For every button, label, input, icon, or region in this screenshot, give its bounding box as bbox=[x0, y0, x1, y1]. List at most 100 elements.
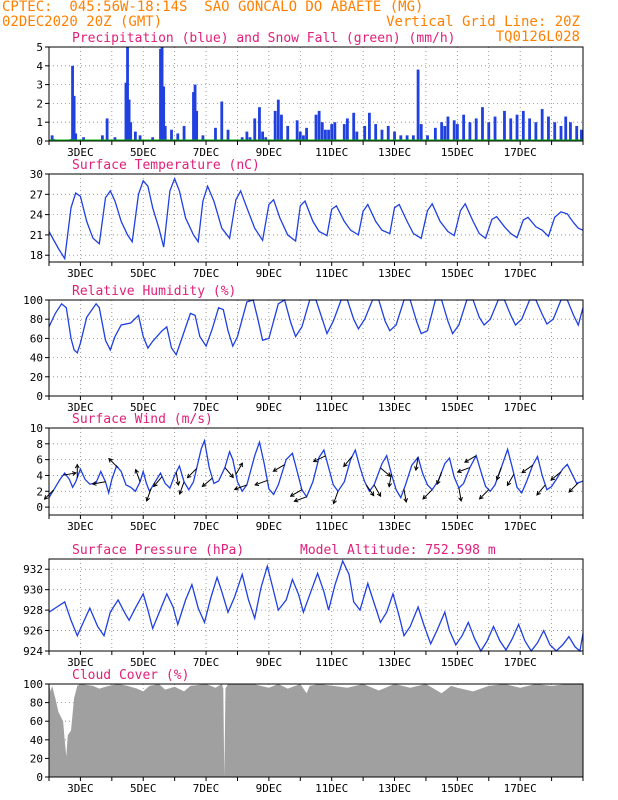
precip-bar bbox=[426, 135, 429, 141]
precip-bar bbox=[258, 107, 261, 141]
precip-bar bbox=[71, 65, 74, 141]
y-tick-label: 2 bbox=[36, 485, 43, 498]
wind-arrow-head bbox=[272, 467, 278, 472]
wind-arrow-head bbox=[332, 499, 337, 505]
precip-bar bbox=[411, 135, 415, 141]
wind-arrow bbox=[521, 464, 534, 474]
x-tick-label: 7DEC bbox=[193, 146, 220, 159]
x-tick-label: 13DEC bbox=[378, 782, 411, 795]
wind-arrow bbox=[415, 457, 419, 471]
wind-arrow-head bbox=[506, 481, 512, 487]
y-tick-label: 5 bbox=[36, 41, 43, 54]
panel-title: Surface Wind (m/s) bbox=[72, 412, 213, 427]
precip-bar bbox=[386, 125, 390, 141]
precip-bar bbox=[151, 137, 155, 141]
wind-arrow bbox=[464, 455, 477, 463]
wind-arrow-head bbox=[387, 482, 393, 488]
x-tick-label: 17DEC bbox=[504, 656, 537, 669]
x-tick-label: 3DEC bbox=[67, 656, 94, 669]
series-line bbox=[48, 298, 584, 357]
precip-bar bbox=[245, 131, 249, 141]
wind-arrow bbox=[343, 456, 353, 467]
precip-bar bbox=[553, 122, 557, 141]
wind-arrow-head bbox=[550, 476, 556, 481]
precip-bar bbox=[133, 131, 137, 141]
precip-bar bbox=[280, 114, 283, 141]
wind-arrow-head bbox=[521, 468, 527, 474]
precip-bar bbox=[346, 118, 349, 141]
x-tick-label: 9DEC bbox=[256, 520, 283, 533]
x-tick-label: 13DEC bbox=[378, 267, 411, 280]
precip-bar bbox=[575, 125, 579, 141]
precip-bar bbox=[569, 122, 572, 141]
precip-bar bbox=[452, 120, 456, 141]
series-line bbox=[48, 438, 584, 500]
wind-arrow bbox=[254, 479, 268, 486]
precip-bar bbox=[443, 125, 447, 141]
y-tick-label: 924 bbox=[23, 645, 43, 658]
wind-arrow-head bbox=[91, 481, 97, 486]
precip-bar bbox=[440, 122, 444, 141]
wind-arrow-head bbox=[153, 482, 158, 488]
precip-bar bbox=[380, 129, 384, 141]
panel-frame bbox=[48, 46, 584, 142]
precip-bar bbox=[195, 110, 199, 141]
wind-arrow bbox=[436, 471, 443, 485]
wind-arrow bbox=[63, 472, 77, 476]
precip-bar bbox=[248, 137, 252, 141]
precip-bar bbox=[374, 124, 378, 141]
wind-arrow bbox=[422, 489, 433, 500]
wind-arrow-head bbox=[343, 462, 348, 468]
precip-bar bbox=[82, 137, 85, 141]
x-tick-label: 7DEC bbox=[193, 520, 220, 533]
x-tick-label: 15DEC bbox=[441, 656, 474, 669]
cloud-area bbox=[49, 684, 583, 777]
wind-arrow-head bbox=[369, 491, 375, 497]
x-tick-label: 5DEC bbox=[130, 782, 157, 795]
x-tick-label: 3DEC bbox=[67, 267, 94, 280]
wind-arrow-head bbox=[376, 492, 382, 498]
precip-bar bbox=[363, 125, 367, 141]
precip-bar bbox=[113, 137, 117, 141]
panel-annotation: Model Altitude: 752.598 m bbox=[300, 543, 496, 558]
x-tick-label: 3DEC bbox=[67, 782, 94, 795]
precip-bar bbox=[509, 118, 513, 141]
precip-bar bbox=[298, 131, 302, 141]
precip-bar bbox=[333, 122, 337, 141]
x-tick-label: 11DEC bbox=[315, 146, 348, 159]
y-tick-label: 932 bbox=[23, 563, 43, 576]
panel-title: Relative Humidity (%) bbox=[72, 284, 236, 299]
precip-bar bbox=[399, 135, 403, 141]
wind-arrow-head bbox=[254, 481, 260, 487]
precip-bar bbox=[201, 135, 205, 141]
x-tick-label: 17DEC bbox=[504, 267, 537, 280]
x-tick-label: 11DEC bbox=[315, 656, 348, 669]
precip-bar bbox=[72, 95, 76, 141]
precip-bar bbox=[305, 127, 308, 141]
x-tick-label: 3DEC bbox=[67, 520, 94, 533]
wind-arrow-head bbox=[145, 496, 150, 502]
y-tick-label: 18 bbox=[30, 249, 43, 262]
x-tick-label: 17DEC bbox=[504, 520, 537, 533]
x-tick-label: 9DEC bbox=[256, 782, 283, 795]
precip-bar bbox=[264, 137, 268, 141]
precip-bar bbox=[162, 86, 166, 141]
precip-bar bbox=[580, 129, 583, 141]
wind-arrow bbox=[458, 488, 462, 501]
x-tick-label: 9DEC bbox=[256, 401, 283, 414]
wind-arrow-head bbox=[233, 486, 239, 491]
precip-bar bbox=[127, 99, 131, 141]
wind-arrow bbox=[536, 484, 546, 496]
wind-arrow-head bbox=[238, 462, 243, 468]
precip-bar bbox=[564, 116, 568, 141]
x-tick-label: 13DEC bbox=[378, 146, 411, 159]
precip-bar bbox=[446, 116, 450, 141]
precip-bar bbox=[74, 133, 78, 141]
wind-arrow bbox=[479, 489, 490, 500]
wind-arrow-head bbox=[178, 489, 183, 495]
x-tick-label: 15DEC bbox=[441, 146, 474, 159]
panel-frame bbox=[48, 299, 584, 397]
precip-bar bbox=[182, 125, 186, 141]
x-tick-label: 17DEC bbox=[504, 782, 537, 795]
wind-arrow bbox=[234, 484, 248, 490]
